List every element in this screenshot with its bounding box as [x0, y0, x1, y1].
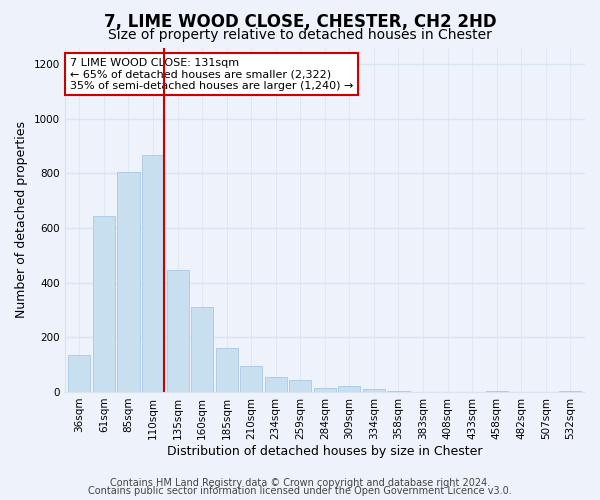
Text: Size of property relative to detached houses in Chester: Size of property relative to detached ho… — [108, 28, 492, 42]
Bar — [118, 172, 140, 392]
Text: 7 LIME WOOD CLOSE: 131sqm
← 65% of detached houses are smaller (2,322)
35% of se: 7 LIME WOOD CLOSE: 131sqm ← 65% of detac… — [70, 58, 353, 91]
Bar — [363, 389, 385, 392]
Bar — [289, 380, 311, 392]
Bar — [240, 366, 262, 392]
Text: Contains HM Land Registry data © Crown copyright and database right 2024.: Contains HM Land Registry data © Crown c… — [110, 478, 490, 488]
Text: 7, LIME WOOD CLOSE, CHESTER, CH2 2HD: 7, LIME WOOD CLOSE, CHESTER, CH2 2HD — [104, 12, 496, 30]
Bar — [215, 348, 238, 392]
Text: Contains public sector information licensed under the Open Government Licence v3: Contains public sector information licen… — [88, 486, 512, 496]
Bar — [167, 270, 188, 392]
Bar — [93, 216, 115, 392]
Bar — [485, 390, 508, 392]
Bar — [388, 391, 410, 392]
Bar — [142, 156, 164, 392]
X-axis label: Distribution of detached houses by size in Chester: Distribution of detached houses by size … — [167, 444, 482, 458]
Bar — [191, 307, 213, 392]
Y-axis label: Number of detached properties: Number of detached properties — [15, 121, 28, 318]
Bar — [314, 388, 336, 392]
Bar — [338, 386, 361, 392]
Bar — [68, 355, 91, 392]
Bar — [265, 377, 287, 392]
